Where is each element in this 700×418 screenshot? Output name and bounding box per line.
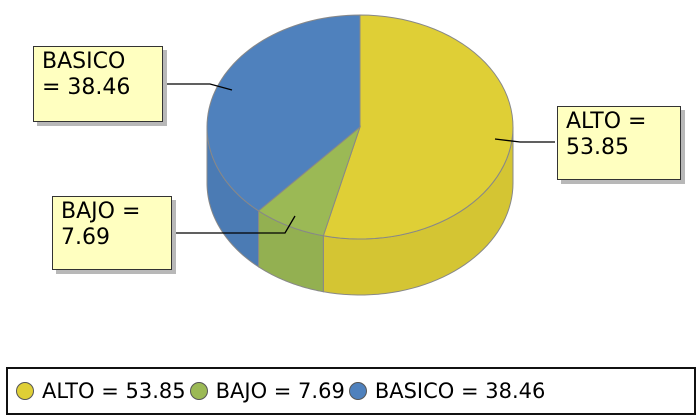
legend-swatch-bajo xyxy=(189,382,208,400)
legend-label-alto: ALTO = 53.85 xyxy=(42,379,186,403)
leader-lines xyxy=(166,83,555,234)
legend: ALTO = 53.85 BAJO = 7.69 BASICO = 38.46 xyxy=(6,367,696,415)
callout-basico: BASICO = 38.46 xyxy=(33,46,163,122)
pie-group xyxy=(206,14,514,296)
leader-line-bajo xyxy=(175,215,296,234)
leader-line-basico xyxy=(166,83,233,91)
legend-item-bajo: BAJO = 7.69 xyxy=(189,379,345,403)
legend-label-bajo: BAJO = 7.69 xyxy=(215,379,345,403)
legend-label-basico: BASICO = 38.46 xyxy=(374,379,546,403)
callout-alto: ALTO = 53.85 xyxy=(557,106,681,180)
leader-line-alto xyxy=(494,138,555,143)
legend-swatch-alto xyxy=(16,382,34,400)
callout-bajo: BAJO = 7.69 xyxy=(52,196,172,270)
legend-item-alto: ALTO = 53.85 xyxy=(16,379,186,403)
legend-swatch-basico xyxy=(348,382,367,400)
legend-item-basico: BASICO = 38.46 xyxy=(348,379,546,403)
pie-slice-basico xyxy=(206,14,361,212)
